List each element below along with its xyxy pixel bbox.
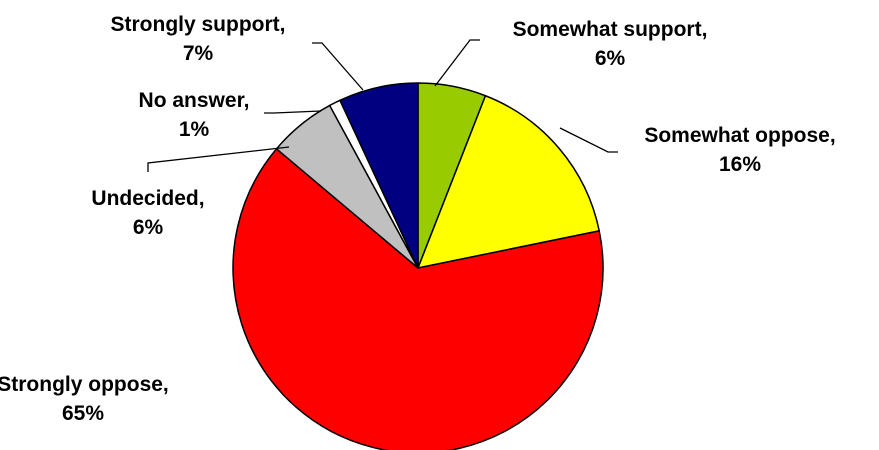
- leader-line-undecided: [147, 146, 290, 172]
- slice-label-undecided: Undecided, 6%: [91, 187, 204, 239]
- slice-category-somewhat-oppose: Somewhat oppose,: [644, 124, 835, 147]
- slice-label-no-answer: No answer, 1%: [139, 89, 250, 141]
- slice-value-strongly-oppose: 65%: [62, 402, 104, 425]
- slice-category-somewhat-support: Somewhat support,: [513, 18, 708, 41]
- slice-label-somewhat-oppose: Somewhat oppose, 16%: [644, 124, 835, 176]
- slice-category-strongly-oppose: Strongly oppose,: [0, 373, 169, 396]
- pie-slice-strongly-support: [339, 82, 419, 269]
- slice-value-undecided: 6%: [133, 216, 164, 239]
- slice-value-strongly-support: 7%: [183, 42, 214, 65]
- slice-category-undecided: Undecided,: [91, 187, 204, 210]
- slice-value-somewhat-oppose: 16%: [719, 153, 761, 176]
- slice-label-strongly-oppose: Strongly oppose, 65%: [0, 373, 169, 425]
- pie-slice-strongly-oppose: [232, 148, 604, 450]
- pie-slices: [232, 82, 604, 450]
- slice-label-somewhat-support: Somewhat support, 6%: [513, 18, 708, 70]
- pie-slice-somewhat-oppose: [417, 94, 600, 269]
- leader-line-no-answer: [264, 110, 322, 114]
- slice-label-strongly-support: Strongly support, 7%: [111, 13, 286, 65]
- slice-labels: Somewhat support, 6% Somewhat oppose, 16% St…: [0, 13, 836, 425]
- leader-line-somewhat-support: [434, 39, 480, 87]
- leader-line-strongly-support: [312, 42, 364, 91]
- leader-lines: [147, 39, 618, 172]
- slice-value-somewhat-support: 6%: [595, 47, 626, 70]
- slice-value-no-answer: 1%: [179, 118, 210, 141]
- slice-category-no-answer: No answer,: [139, 89, 250, 112]
- leader-line-somewhat-oppose: [559, 127, 618, 153]
- slice-category-strongly-support: Strongly support,: [111, 13, 286, 36]
